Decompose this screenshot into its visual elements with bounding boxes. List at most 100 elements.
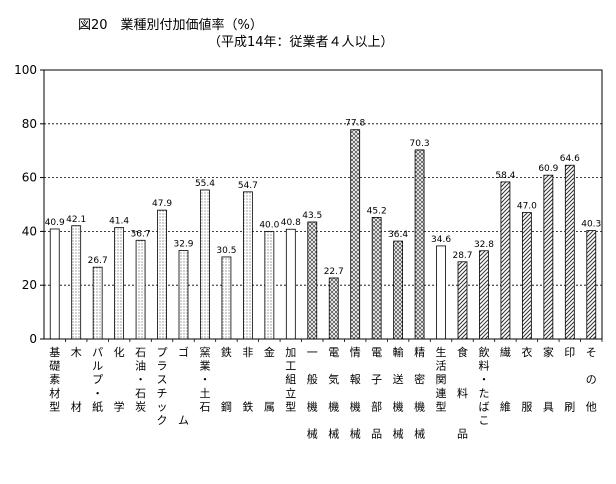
bar (521, 212, 532, 340)
x-tick-label: 型 (49, 399, 60, 413)
data-label: 47.0 (517, 202, 537, 212)
x-tick-label: 密 (414, 372, 425, 386)
data-label: 54.7 (238, 181, 258, 191)
x-tick-label: 立 (285, 386, 296, 400)
x-tick-label: 具 (543, 400, 554, 413)
x-tick-label: 部 (371, 399, 382, 413)
x-tick-label: 石 (135, 387, 146, 400)
x-tick-label: 鉄 (221, 345, 232, 359)
bar (564, 164, 575, 340)
y-tick-label: 0 (29, 332, 37, 346)
x-tick-label: 学 (114, 399, 125, 413)
x-tick-label: 械 (350, 427, 361, 441)
data-label: 30.5 (216, 246, 236, 256)
x-tick-label: ・ (199, 373, 210, 386)
bar (135, 239, 146, 340)
data-label: 40.0 (259, 220, 279, 230)
x-tick-label: 組 (285, 373, 296, 386)
chart-subtitle: （平成14年：従業者４人以上） (208, 35, 394, 50)
x-tick-label: パ (92, 346, 103, 359)
data-label: 34.6 (431, 235, 451, 245)
x-tick-label: ・ (92, 387, 103, 400)
data-label: 28.7 (452, 251, 472, 261)
x-tick-label: こ (478, 414, 489, 427)
x-tick-label: 料 (478, 359, 489, 373)
x-tick-label: の (586, 373, 597, 386)
x-tick-label: 石 (135, 346, 146, 359)
data-label: 41.4 (109, 217, 129, 227)
x-tick-label: 品 (371, 428, 382, 441)
bar (479, 250, 489, 340)
x-tick-label: 窯 (199, 345, 210, 359)
bar (457, 261, 468, 340)
x-tick-label: 品 (457, 428, 468, 441)
bar (436, 245, 446, 340)
x-tick-label: 電 (328, 346, 339, 359)
bar (92, 266, 103, 340)
bar (264, 230, 275, 340)
data-label: 42.1 (66, 215, 86, 225)
data-label: 40.8 (281, 218, 301, 228)
bar (543, 174, 554, 340)
x-tick-label: 服 (521, 400, 532, 413)
x-tick-label: ば (478, 400, 489, 413)
data-label: 58.4 (495, 171, 515, 181)
x-tick-label: 子 (371, 373, 382, 386)
data-label: 40.9 (45, 218, 65, 228)
y-tick-label: 20 (22, 278, 37, 292)
data-label: 45.2 (367, 206, 387, 216)
x-tick-label: ・ (135, 373, 146, 386)
x-tick-label: チ (157, 387, 168, 400)
bar (178, 250, 189, 340)
bar (242, 191, 253, 340)
x-tick-label: 材 (71, 399, 82, 413)
x-tick-label: 繊 (500, 346, 511, 359)
x-tick-label: 維 (500, 400, 511, 413)
x-tick-label: 情 (350, 346, 361, 359)
x-tick-label: 送 (393, 372, 404, 386)
x-tick-label: 材 (49, 386, 60, 400)
bar (350, 129, 361, 340)
bar (157, 209, 167, 340)
x-tick-label: ラ (157, 360, 168, 373)
x-tick-label: 電 (371, 346, 382, 359)
x-tick-label: 金 (264, 345, 275, 359)
data-label: 70.3 (410, 139, 430, 149)
x-tick-label: 工 (285, 360, 296, 373)
chart-title: 図20 業種別付加価値率（%） (78, 18, 263, 33)
y-tick-label: 100 (14, 63, 37, 77)
y-tick-label: 40 (22, 224, 37, 238)
bar (371, 217, 382, 340)
x-tick-label: 型 (436, 399, 447, 413)
y-tick-label: 60 (22, 171, 37, 185)
x-tick-label: 気 (328, 372, 339, 386)
x-tick-label: 鉄 (242, 399, 253, 413)
x-tick-label: ッ (157, 400, 168, 413)
x-tick-label: 料 (457, 386, 468, 400)
x-tick-label: 機 (328, 399, 339, 413)
data-label: 77.8 (345, 119, 365, 129)
x-tick-label: ム (178, 414, 189, 427)
y-tick-label: 80 (22, 117, 37, 131)
x-tick-label: 土 (199, 387, 210, 400)
data-label: 55.4 (195, 179, 215, 189)
x-tick-label: ル (92, 360, 103, 373)
x-tick-label: 食 (457, 345, 468, 359)
bar (586, 230, 597, 340)
x-tick-label: 属 (264, 400, 275, 413)
data-label: 32.8 (474, 240, 494, 250)
x-tick-label: 般 (307, 373, 318, 386)
x-tick-label: 家 (543, 345, 554, 359)
x-tick-label: 連 (436, 386, 447, 400)
bar (71, 225, 82, 340)
x-tick-label: 衣 (521, 345, 532, 359)
x-tick-label: 化 (114, 345, 125, 359)
x-tick-label: 素 (49, 373, 60, 386)
x-tick-label: 機 (414, 399, 425, 413)
x-tick-label: 機 (350, 399, 361, 413)
x-tick-label: 刷 (564, 400, 575, 413)
x-tick-label: 油 (135, 359, 146, 373)
x-tick-label: 炭 (135, 400, 146, 413)
bar (307, 221, 318, 340)
